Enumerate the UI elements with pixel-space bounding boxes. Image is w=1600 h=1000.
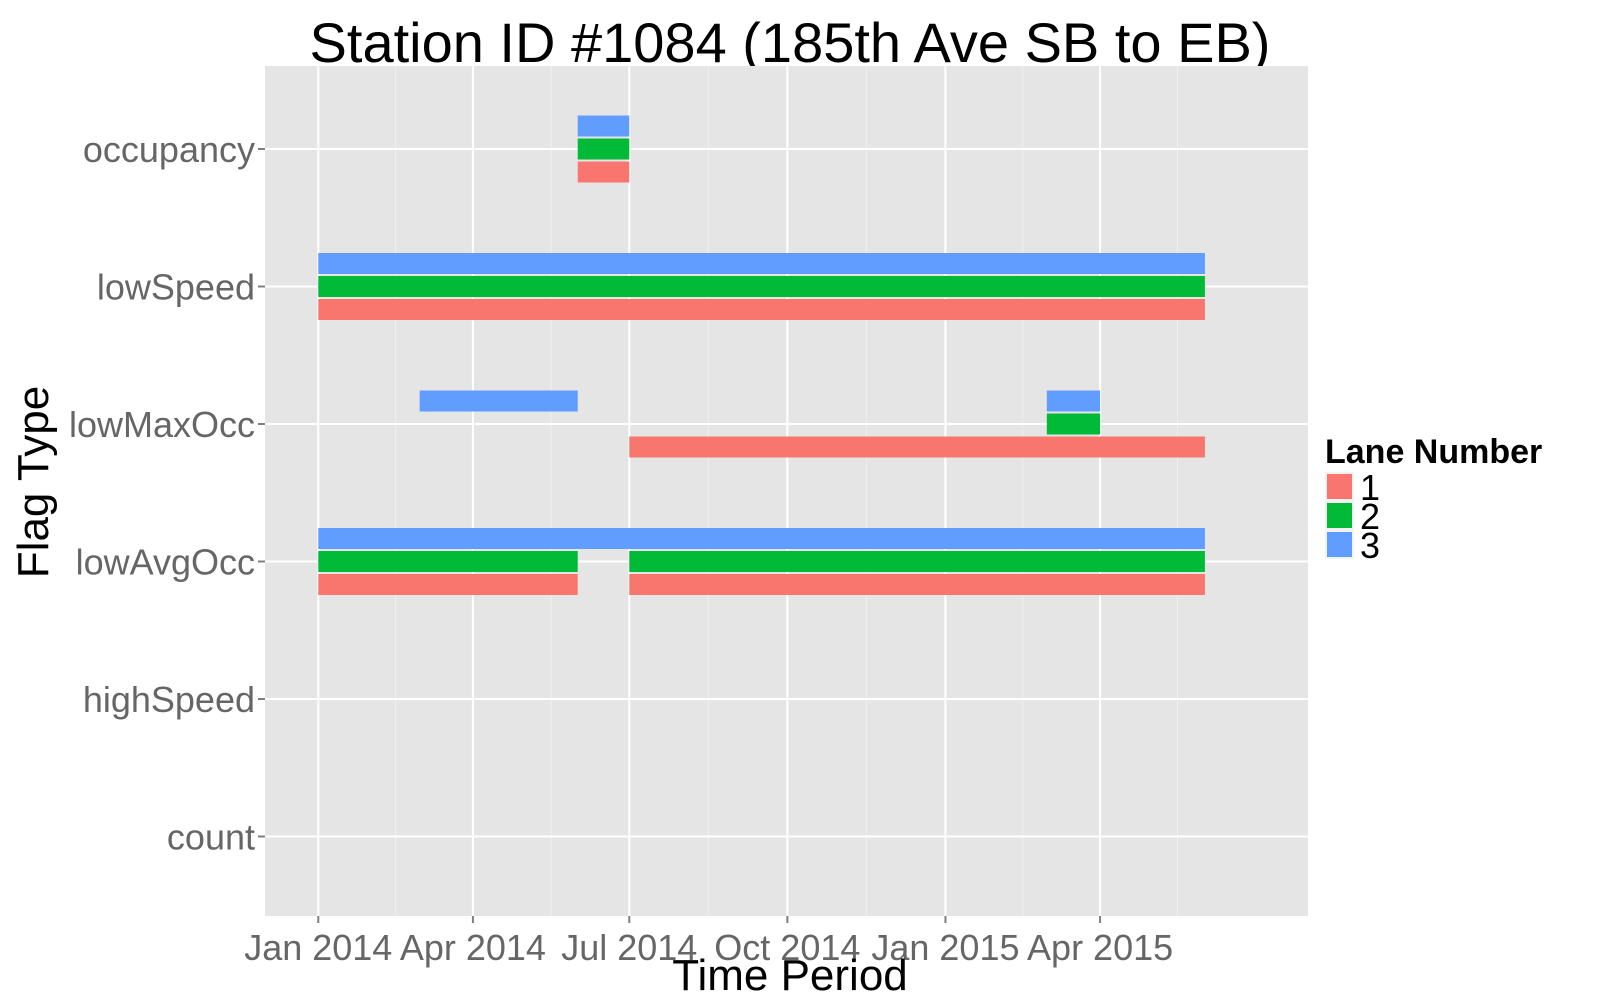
bar-lane-3-occupancy [577,115,630,137]
legend-swatch-3 [1327,532,1352,557]
bar-lane-3-lowAvgOcc [318,528,1205,549]
legend-label-2: 2 [1360,496,1380,537]
x-tick-label: Oct 2014 [714,927,860,968]
y-axis: occupancy lowSpeed lowMaxOcc lowAvgOcc highS… [69,129,265,858]
x-tick-label: Jan 2014 [244,927,392,968]
bars-layer [318,115,1205,595]
bar-lane-3-lowMaxOcc [1046,390,1101,412]
bar-lane-2-lowMaxOcc [1046,413,1101,435]
bar-lane-2-lowAvgOcc [629,551,1205,572]
bar-lane-3-lowSpeed [318,253,1205,274]
x-tick-label: Jan 2015 [871,927,1019,968]
y-axis-label: Flag Type [9,386,58,578]
bar-lane-2-lowSpeed [318,276,1205,297]
legend-label-1: 1 [1360,467,1380,508]
x-tick-label: Apr 2014 [400,927,546,968]
x-axis-label: Time Period [672,951,908,1000]
y-tick-label-occupancy: occupancy [83,129,255,170]
plot-panel [265,66,1308,916]
y-tick-label-lowMaxOcc: lowMaxOcc [69,404,255,445]
chart-title: Station ID #1084 (185th Ave SB to EB) [310,11,1271,74]
legend-title: Lane Number [1325,433,1542,471]
bar-lane-3-lowMaxOcc [419,390,578,412]
legend-swatch-2 [1327,503,1352,528]
bar-lane-1-lowAvgOcc [318,574,578,595]
bar-lane-1-lowSpeed [318,299,1205,320]
bar-lane-2-occupancy [577,138,630,160]
y-tick-label-lowAvgOcc: lowAvgOcc [76,542,255,583]
x-tick-label: Jul 2014 [561,927,697,968]
legend: Lane Number 123 [1325,433,1542,566]
bar-lane-2-lowAvgOcc [318,551,578,572]
bar-lane-1-occupancy [577,161,630,183]
x-axis: Jan 2014 Apr 2014 Jul 2014 Oct 2014 Jan 2015… [244,916,1173,968]
bar-lane-1-lowAvgOcc [629,574,1205,595]
y-tick-label-highSpeed: highSpeed [83,679,255,720]
x-tick-label: Apr 2015 [1027,927,1173,968]
y-tick-label-count: count [167,817,255,858]
legend-label-3: 3 [1360,525,1380,566]
legend-swatch-1 [1327,474,1352,499]
bar-lane-1-lowMaxOcc [629,436,1205,458]
y-tick-label-lowSpeed: lowSpeed [97,267,255,308]
